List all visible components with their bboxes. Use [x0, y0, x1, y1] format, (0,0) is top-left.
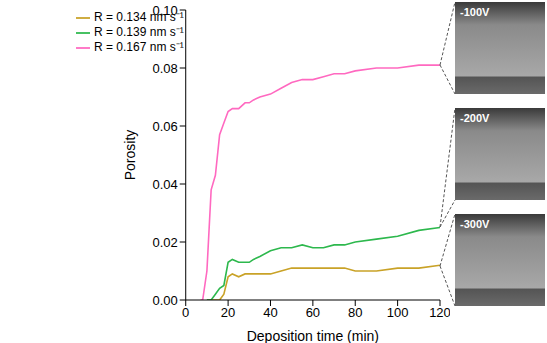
svg-text:40: 40 — [263, 305, 277, 320]
svg-text:120: 120 — [429, 305, 450, 320]
svg-text:0.02: 0.02 — [152, 235, 177, 250]
svg-text:0: 0 — [182, 305, 189, 320]
svg-text:100: 100 — [387, 305, 409, 320]
svg-text:20: 20 — [221, 305, 235, 320]
svg-text:Porosity: Porosity — [122, 130, 138, 181]
svg-text:-100V: -100V — [460, 6, 490, 18]
svg-text:Deposition time (min): Deposition time (min) — [247, 328, 379, 343]
svg-text:0.08: 0.08 — [152, 61, 177, 76]
svg-text:0.10: 0.10 — [152, 3, 177, 18]
svg-text:-200V: -200V — [460, 112, 490, 124]
svg-text:0.04: 0.04 — [152, 177, 177, 192]
svg-text:0.06: 0.06 — [152, 119, 177, 134]
svg-text:60: 60 — [306, 305, 320, 320]
svg-text:0.00: 0.00 — [152, 293, 177, 308]
svg-text:-300V: -300V — [460, 218, 490, 230]
svg-text:80: 80 — [348, 305, 362, 320]
